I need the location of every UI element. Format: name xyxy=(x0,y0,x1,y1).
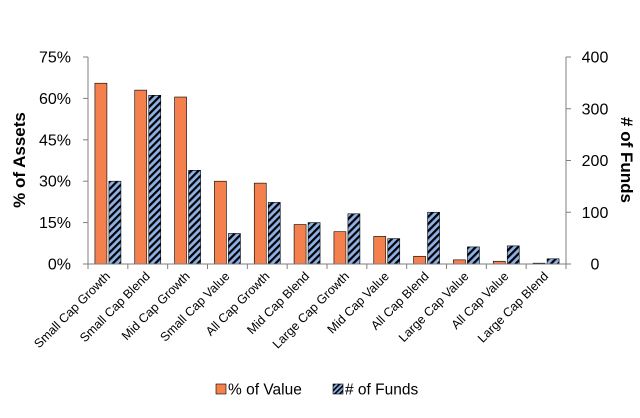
bar-number-of-funds xyxy=(148,95,162,265)
x-category-label: Large Cap Value xyxy=(396,269,472,345)
right-y-tick-label: 300 xyxy=(582,101,609,118)
chart-legend: % of Value # of Funds xyxy=(215,382,418,399)
bar-percent-of-value xyxy=(373,236,387,265)
bar-percent-of-value xyxy=(174,96,187,265)
bar-percent-of-value xyxy=(333,231,347,265)
left-y-tick-label: 15% xyxy=(39,215,71,232)
bar-percent-of-value xyxy=(413,255,426,265)
series-percent-of-value-bars xyxy=(94,82,546,265)
bar-number-of-funds xyxy=(347,213,361,265)
bar-percent-of-value xyxy=(293,224,307,265)
right-y-axis-title: # of Funds xyxy=(617,117,636,203)
bar-number-of-funds xyxy=(307,222,321,265)
bar-number-of-funds xyxy=(546,258,560,265)
bar-number-of-funds xyxy=(427,211,440,265)
series-number-of-funds-bars xyxy=(108,95,560,265)
left-y-tick-label: 60% xyxy=(39,91,71,108)
left-y-tick-label: 0% xyxy=(48,257,71,274)
left-y-tick-label: 30% xyxy=(39,174,71,191)
bar-percent-of-value xyxy=(453,259,466,265)
bar-percent-of-value xyxy=(134,89,148,265)
left-y-tick-label: 75% xyxy=(39,50,71,67)
x-category-label: Small Cap Blend xyxy=(77,269,153,345)
bar-number-of-funds xyxy=(108,180,122,265)
bar-number-of-funds xyxy=(188,170,201,265)
x-category-label: Mid Cap Growth xyxy=(119,269,193,343)
left-y-axis-ticks: 0% 15% 30% 45% 60% 75% xyxy=(39,50,88,274)
x-category-label: Large Cap Blend xyxy=(475,269,551,345)
bar-percent-of-value xyxy=(214,180,227,265)
legend-swatch-percent-of-value xyxy=(215,383,227,395)
left-y-axis-title: % of Assets xyxy=(10,112,29,208)
legend-swatch-number-of-funds xyxy=(332,383,344,395)
legend-label-percent-of-value: % of Value xyxy=(228,382,302,399)
bar-number-of-funds xyxy=(506,245,520,265)
bar-number-of-funds xyxy=(267,202,281,265)
bar-number-of-funds xyxy=(467,246,480,265)
bar-percent-of-value xyxy=(94,82,108,265)
right-y-tick-label: 0 xyxy=(591,257,600,274)
right-y-tick-label: 200 xyxy=(582,153,609,170)
bar-percent-of-value xyxy=(253,182,267,265)
x-category-label: Small Cap Value xyxy=(157,269,232,344)
right-y-tick-label: 400 xyxy=(582,50,609,67)
right-y-axis-ticks: 0 100 200 300 400 xyxy=(87,50,609,274)
left-y-tick-label: 45% xyxy=(39,132,71,149)
right-y-tick-label: 100 xyxy=(582,205,609,222)
bar-number-of-funds xyxy=(387,238,401,265)
bar-number-of-funds xyxy=(228,233,241,265)
legend-label-number-of-funds: # of Funds xyxy=(345,382,418,399)
